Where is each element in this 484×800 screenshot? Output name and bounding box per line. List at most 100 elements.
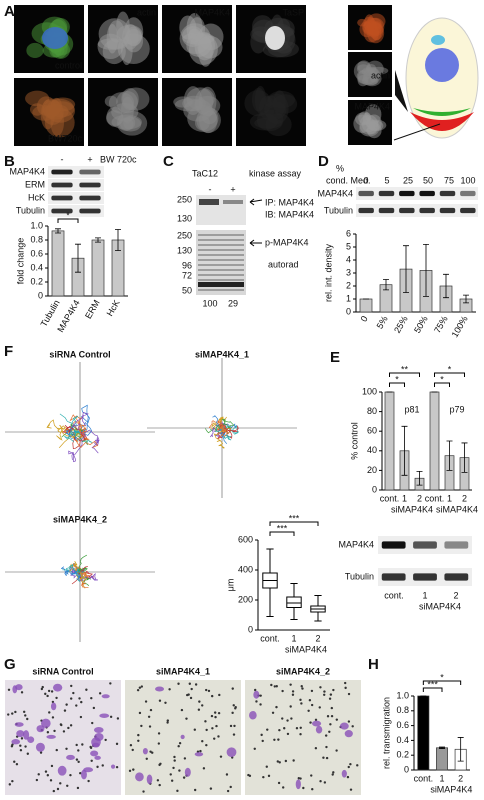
pore [72,691,75,695]
pore [75,743,78,747]
band [79,169,101,175]
cell [97,11,150,66]
band [79,195,101,201]
cell [104,87,150,136]
pore [50,764,54,768]
pore [15,763,19,766]
y-axis-label: fold change [15,238,25,285]
band [198,244,244,246]
pore [219,755,223,758]
pore [182,776,186,779]
y-tick-label: 0.2 [30,276,43,286]
band [198,234,244,236]
cell-blob [122,87,150,111]
arrow [249,198,263,206]
pore [218,693,221,697]
pore [204,720,207,723]
pore [116,717,120,720]
error-bar [401,425,408,476]
pore [277,738,280,741]
band [439,190,456,197]
label: ERM [25,179,45,189]
label: 75 [444,175,454,185]
pore [297,777,300,780]
pore [48,711,51,714]
migrated-cell [23,730,30,740]
pore [96,765,99,769]
pore [217,735,220,738]
label: 100 [460,175,475,185]
cell [244,85,298,137]
band [198,239,244,241]
migrated-cell [184,767,191,777]
cell-blob [244,89,272,117]
pore [24,745,27,748]
pore [331,773,334,776]
band [439,207,456,214]
pore [20,737,24,740]
pore [210,714,214,718]
band [198,289,244,291]
pore [19,744,22,747]
label: MAP4K4 [338,539,374,549]
x-tick-label: 2 [417,493,422,503]
pore [330,714,334,718]
pore [190,687,193,691]
pore [77,749,80,752]
band [199,199,219,205]
y-tick-label: 6 [346,228,351,238]
band [358,190,374,197]
y-tick-label: 0 [372,484,377,494]
significance-label: *** [289,513,300,523]
pore [299,777,302,780]
pore [328,730,331,733]
label: actin [137,7,156,17]
migrated-cell [155,686,165,692]
significance-bracket [269,521,319,526]
label: IP: MAP4K4 [265,197,314,207]
band [413,573,437,581]
cell-blob [104,95,118,107]
pore [7,688,11,691]
label: - [209,184,212,194]
migrated-cell [52,683,63,692]
x-tick-label: cont. [260,633,280,643]
pore [267,774,271,778]
label: MAP4K4 [317,188,353,198]
pore [80,700,83,704]
blot [48,192,104,204]
y-tick-label: 0.6 [396,720,409,730]
label: 2 [453,590,458,600]
label: 50 [182,285,192,295]
label: + [230,184,235,194]
track [76,568,86,583]
pore [335,718,339,721]
pore [199,749,202,753]
band [223,200,243,204]
pore [310,774,313,777]
error-bar [55,228,61,234]
pore [26,752,30,755]
y-tick-label: 0.4 [30,262,43,272]
y-axis-label: rel. int. density [323,243,333,302]
pore [349,763,352,766]
band [460,207,476,214]
y-tick-label: 0 [38,290,43,300]
cell-blob [179,23,211,55]
pore [79,715,83,719]
pore [186,693,189,697]
pore [314,718,318,722]
x-tick-label: 1 [447,493,452,503]
y-tick-label: 1 [346,293,351,303]
band [79,208,101,214]
pore [101,764,104,767]
cell-blob [272,94,298,114]
track [221,423,240,435]
pore [299,732,302,736]
pore [259,694,262,697]
blot [356,187,478,200]
pore [289,683,292,686]
pore [137,733,140,737]
pore [63,709,67,712]
label: TaSP [282,7,304,17]
